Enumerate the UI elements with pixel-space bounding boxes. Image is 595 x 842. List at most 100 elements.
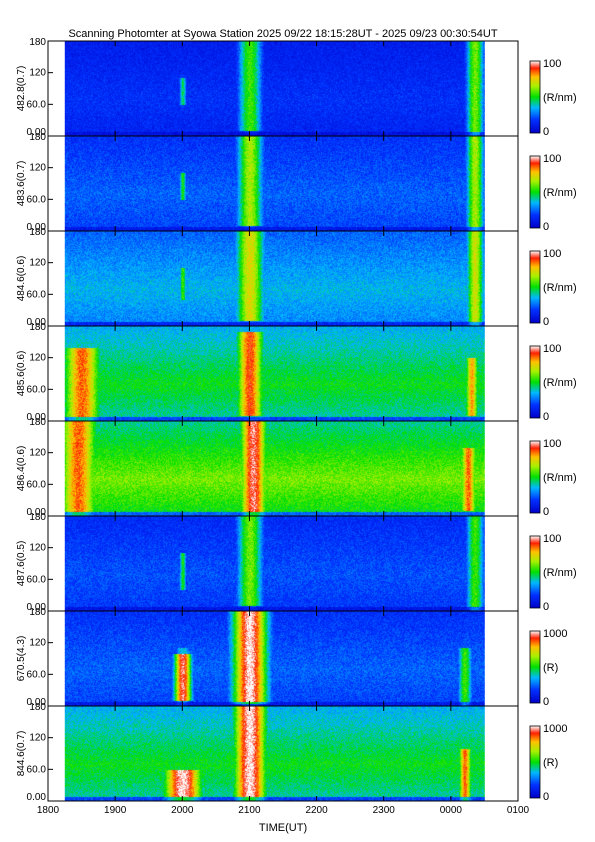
y-tick-label: 120	[29, 543, 46, 554]
y-tick-label: 120	[29, 638, 46, 649]
colorbar-min-label: 0	[543, 126, 549, 138]
x-tick-label: 1900	[104, 805, 127, 816]
x-tick-label: 2100	[238, 805, 261, 816]
heatmap-image	[64, 421, 485, 516]
y-tick-label: 180	[29, 322, 46, 333]
panel: 180 120 60.0 0.00 482.8(0.7) 100 (R/nm) 0	[16, 37, 577, 138]
y-tick-label: 120	[29, 448, 46, 459]
colorbar-max-label: 100	[543, 533, 561, 545]
colorbar-max-label: 100	[543, 343, 561, 355]
colorbar-min-label: 0	[543, 506, 549, 518]
panel-label: 483.6(0.7)	[16, 161, 27, 207]
y-tick-label: 60.0	[27, 194, 47, 205]
y-tick-label: 60.0	[27, 289, 47, 300]
y-tick-label: 120	[29, 258, 46, 269]
colorbar-min-label: 0	[543, 411, 549, 423]
panel-label: 487.6(0.5)	[16, 541, 27, 587]
colorbar-min-label: 0	[543, 601, 549, 613]
heatmap-image	[64, 136, 485, 231]
colorbar-unit-label: (R/nm)	[543, 282, 577, 294]
heatmap-image	[64, 516, 485, 611]
colorbar-min-label: 0	[543, 316, 549, 328]
x-tick-label: 1800	[37, 805, 60, 816]
y-tick-label: 0.00	[27, 507, 47, 518]
colorbar-min-label: 0	[543, 221, 549, 233]
x-tick-label: 0100	[507, 805, 530, 816]
panel-label: 482.8(0.7)	[16, 66, 27, 112]
colorbar-max-label: 1000	[543, 723, 567, 735]
colorbar-max-label: 1000	[543, 628, 567, 640]
y-tick-label: 0.00	[27, 602, 47, 613]
chart-title: Scanning Photomter at Syowa Station 2025…	[68, 28, 497, 40]
x-tick-label: 0000	[440, 805, 463, 816]
y-tick-label: 180	[29, 37, 46, 48]
panel-frame	[47, 705, 519, 802]
panel: 180 120 60.0 0.00 487.6(0.5) 100 (R/nm) 0	[16, 512, 577, 613]
y-tick-label: 0.00	[27, 412, 47, 423]
y-tick-label: 0.00	[27, 697, 47, 708]
colorbar-unit-label: (R)	[543, 757, 558, 769]
panel: 180 120 60.0 0.00 486.4(0.6) 100 (R/nm) 0	[16, 417, 577, 518]
x-tick-label: 2200	[305, 805, 328, 816]
colorbar-unit-label: (R/nm)	[543, 187, 577, 199]
colorbar	[529, 250, 541, 324]
y-tick-label: 180	[29, 132, 46, 143]
colorbar-unit-label: (R/nm)	[543, 567, 577, 579]
y-tick-label: 0.00	[27, 317, 47, 328]
y-tick-label: 60.0	[27, 574, 47, 585]
x-tick-label: 2300	[373, 805, 396, 816]
panel-label: 484.6(0.6)	[16, 256, 27, 302]
panel-label: 486.4(0.6)	[16, 446, 27, 492]
colorbar-unit-label: (R/nm)	[543, 92, 577, 104]
y-tick-label: 180	[29, 417, 46, 428]
colorbar-min-label: 0	[543, 791, 549, 803]
panel: 180 120 60.0 0.00 485.6(0.6) 100 (R/nm) 0	[16, 322, 577, 423]
colorbar-min-label: 0	[543, 696, 549, 708]
heatmap-image	[64, 611, 485, 706]
colorbar-unit-label: (R/nm)	[543, 472, 577, 484]
colorbar	[529, 155, 541, 229]
colorbar	[529, 60, 541, 134]
panel-label: 670.5(4.3)	[16, 636, 27, 682]
colorbar	[529, 630, 541, 704]
y-tick-label: 60.0	[27, 669, 47, 680]
colorbar-max-label: 100	[543, 248, 561, 260]
panel: 180 120 60.0 0.00 844.6(0.7) 1000 (R) 0	[16, 702, 567, 803]
heatmap-image	[64, 706, 485, 801]
heatmap-image	[64, 231, 485, 326]
y-tick-label: 180	[29, 512, 46, 523]
panel-label: 844.6(0.7)	[16, 731, 27, 777]
colorbar	[529, 725, 541, 799]
y-tick-label: 60.0	[27, 764, 47, 775]
y-tick-label: 180	[29, 607, 46, 618]
panel: 180 120 60.0 0.00 670.5(4.3) 1000 (R) 0	[16, 607, 567, 708]
colorbar	[529, 345, 541, 419]
y-tick-label: 0.00	[27, 792, 47, 803]
y-tick-label: 120	[29, 163, 46, 174]
colorbar-unit-label: (R)	[543, 662, 558, 674]
y-tick-label: 60.0	[27, 99, 47, 110]
y-tick-label: 0.00	[27, 222, 47, 233]
colorbar-unit-label: (R/nm)	[543, 377, 577, 389]
heatmap-image	[64, 326, 485, 421]
heatmap-image	[64, 41, 485, 136]
x-tick-label: 2000	[171, 805, 194, 816]
y-tick-label: 180	[29, 702, 46, 713]
colorbar	[529, 440, 541, 514]
colorbar-max-label: 100	[543, 438, 561, 450]
y-tick-label: 120	[29, 733, 46, 744]
colorbar	[529, 535, 541, 609]
y-tick-label: 120	[29, 353, 46, 364]
y-tick-label: 60.0	[27, 479, 47, 490]
colorbar-max-label: 100	[543, 153, 561, 165]
panel: 180 120 60.0 0.00 484.6(0.6) 100 (R/nm) 0	[16, 227, 577, 328]
panel: 180 120 60.0 0.00 483.6(0.7) 100 (R/nm) 0	[16, 132, 577, 233]
x-axis-label: TIME(UT)	[259, 822, 307, 834]
y-tick-label: 60.0	[27, 384, 47, 395]
panel-label: 485.6(0.6)	[16, 351, 27, 397]
colorbar-max-label: 100	[543, 58, 561, 70]
y-tick-label: 0.00	[27, 127, 47, 138]
y-tick-label: 120	[29, 68, 46, 79]
y-tick-label: 180	[29, 227, 46, 238]
